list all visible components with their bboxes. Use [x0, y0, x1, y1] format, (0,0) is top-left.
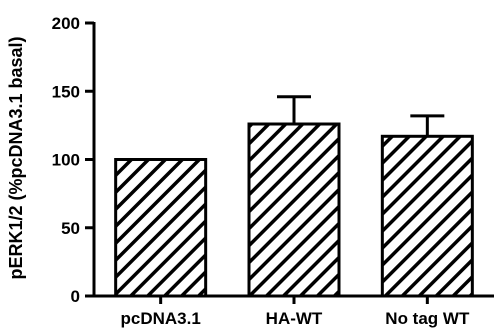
y-tick-label: 200 — [52, 14, 80, 33]
x-category-label: HA-WT — [266, 309, 323, 328]
bar-ha-wt — [247, 122, 341, 298]
plot-area: 0 50 100 150 200 pcDNA3.1 HA-WT No tag WT — [52, 14, 494, 328]
y-tick-label: 0 — [71, 287, 80, 306]
y-tick-label: 150 — [52, 82, 80, 101]
y-tick-label: 50 — [61, 219, 80, 238]
y-tick-label: 100 — [52, 151, 80, 170]
error-bars — [277, 95, 445, 137]
y-axis-title: pERK1/2 (%pcDNA3.1 basal) — [6, 36, 26, 279]
bar-pcdna3-1 — [114, 158, 208, 298]
x-category-label: No tag WT — [385, 309, 470, 328]
bars — [114, 122, 474, 298]
y-axis-ticks: 0 50 100 150 200 — [52, 14, 94, 306]
bar-no-tag-wt — [380, 134, 474, 298]
x-category-label: pcDNA3.1 — [121, 309, 201, 328]
x-axis-ticks: pcDNA3.1 HA-WT No tag WT — [121, 296, 470, 328]
